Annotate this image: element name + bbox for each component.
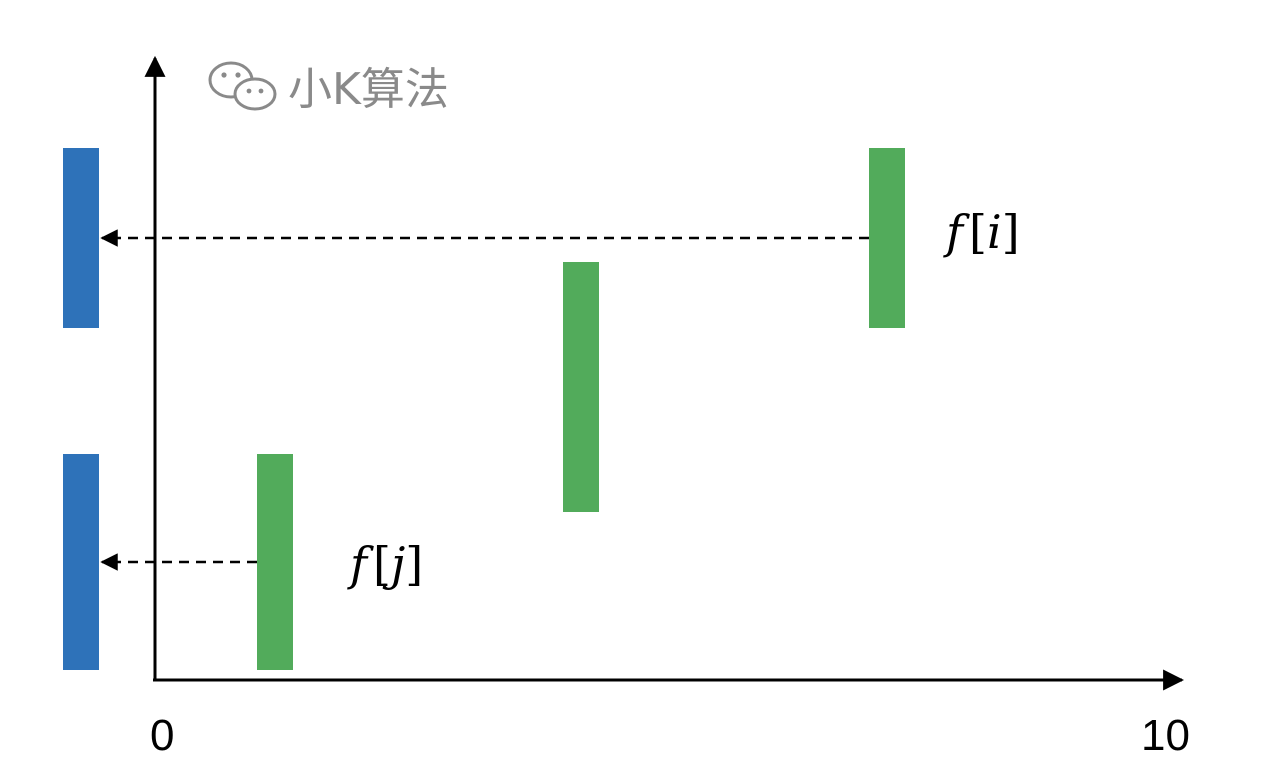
label-f-j: f [j] [347, 537, 423, 591]
label-f-i-func: f [943, 205, 970, 259]
label-f-j-open: [ [373, 537, 391, 591]
label-f-i: f [i] [943, 205, 1020, 259]
label-f-i-open: [ [969, 205, 987, 259]
result-bar-upper [63, 148, 99, 328]
label-f-i-close: ] [1002, 205, 1020, 259]
interval-bar-j [257, 454, 293, 670]
label-f-j-close: ] [405, 537, 423, 591]
result-bar-lower [63, 454, 99, 670]
label-f-i-var: i [987, 205, 1002, 259]
x-axis-min-label: 0 [150, 711, 174, 760]
interval-bar-i [869, 148, 905, 328]
wechat-icon [208, 61, 277, 111]
label-f-j-func: f [347, 537, 374, 591]
interval-bar-middle [563, 262, 599, 512]
axes [144, 55, 1185, 691]
watermark: 小K算法 [208, 61, 449, 115]
watermark-text: 小K算法 [288, 64, 449, 115]
x-axis-max-label: 10 [1141, 711, 1190, 760]
